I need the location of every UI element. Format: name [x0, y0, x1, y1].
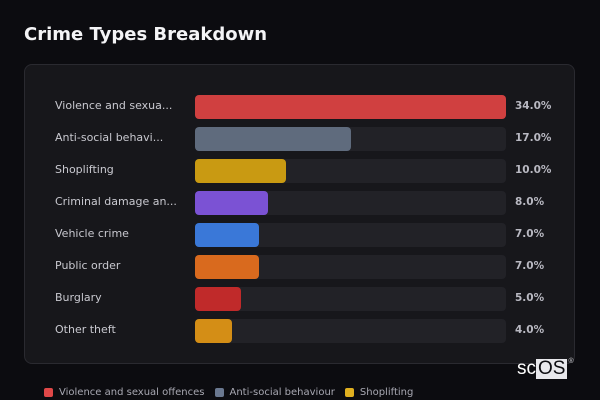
legend-label: Violence and sexual offences — [59, 387, 205, 398]
bar-row: Vehicle crime 7.0% — [25, 223, 574, 247]
bar-track — [195, 223, 506, 247]
chart-legend: Violence and sexual offences Anti-social… — [44, 387, 423, 398]
bar-row: Anti-social behavi... 17.0% — [25, 127, 574, 151]
bar-fill[interactable] — [195, 159, 287, 183]
bar-value: 4.0% — [515, 324, 545, 336]
bar-label: Vehicle crime — [55, 227, 129, 240]
bar-value: 5.0% — [515, 292, 545, 304]
bar-label: Public order — [55, 259, 121, 272]
bar-fill[interactable] — [195, 191, 269, 215]
bar-track — [195, 255, 506, 279]
legend-label: Anti-social behaviour — [229, 387, 335, 398]
bar-track — [195, 287, 506, 311]
bar-track — [195, 95, 506, 119]
legend-swatch-icon — [214, 388, 224, 397]
legend-item[interactable]: Shoplifting — [344, 387, 414, 398]
bar-row: Public order 7.0% — [25, 255, 574, 279]
bar-row: Shoplifting 10.0% — [25, 159, 574, 183]
bar-label: Anti-social behavi... — [55, 131, 164, 144]
bar-label: Shoplifting — [55, 163, 114, 176]
logo-os: OS — [536, 358, 568, 379]
legend-label: Shoplifting — [359, 387, 414, 398]
bar-value: 10.0% — [515, 164, 552, 176]
bar-track — [195, 191, 506, 215]
legend-swatch-icon — [44, 388, 53, 397]
bar-fill[interactable] — [195, 95, 506, 119]
bar-label: Other theft — [55, 323, 116, 336]
legend-item[interactable]: Anti-social behaviour — [214, 387, 335, 398]
bar-value: 8.0% — [515, 196, 545, 208]
bar-label: Violence and sexua... — [55, 99, 173, 112]
bar-label: Burglary — [55, 291, 102, 304]
bar-value: 7.0% — [515, 260, 545, 272]
bar-value: 34.0% — [515, 100, 552, 112]
bar-track — [195, 319, 506, 343]
bar-track — [195, 127, 506, 151]
bar-fill[interactable] — [195, 223, 260, 247]
legend-swatch-icon — [344, 388, 354, 397]
bar-fill[interactable] — [195, 287, 241, 311]
bar-fill[interactable] — [195, 127, 351, 151]
registered-mark-icon: ® — [568, 358, 574, 365]
bar-track — [195, 159, 506, 183]
chart-title: Crime Types Breakdown — [24, 24, 268, 45]
legend-item[interactable]: Violence and sexual offences — [44, 387, 205, 398]
bar-fill[interactable] — [195, 255, 260, 279]
chart-card: Violence and sexua... 34.0% Anti-social … — [24, 64, 575, 364]
logo-sc: sc — [517, 358, 536, 379]
bar-fill[interactable] — [195, 319, 232, 343]
scos-logo: sc OS ® — [517, 358, 574, 380]
bar-row: Burglary 5.0% — [25, 287, 574, 311]
bar-value: 7.0% — [515, 228, 545, 240]
bar-row: Criminal damage an... 8.0% — [25, 191, 574, 215]
bar-value: 17.0% — [515, 132, 552, 144]
bar-label: Criminal damage an... — [55, 195, 177, 208]
bar-row: Other theft 4.0% — [25, 319, 574, 343]
bar-row: Violence and sexua... 34.0% — [25, 95, 574, 119]
